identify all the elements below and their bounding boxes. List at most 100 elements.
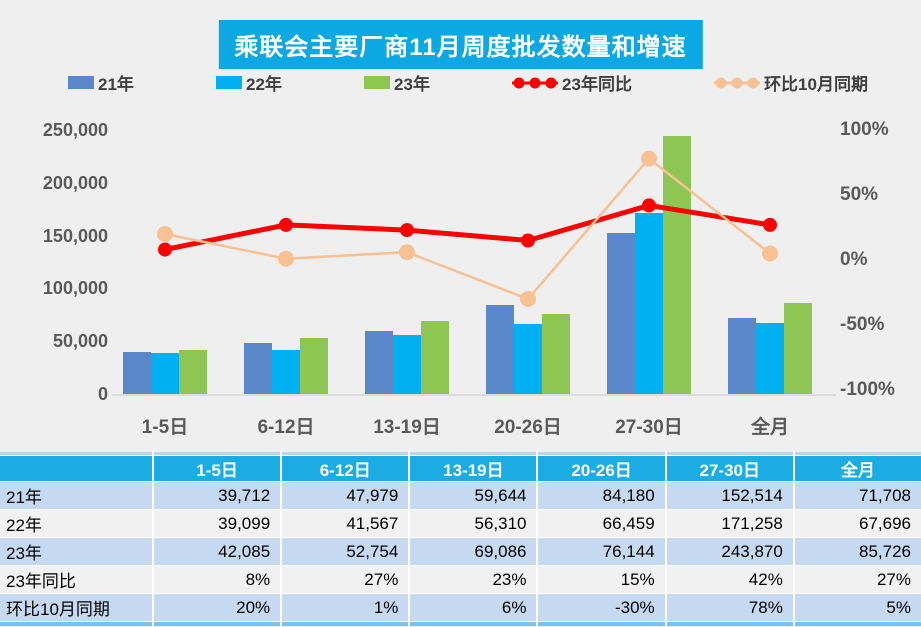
legend-item-1: 21年 xyxy=(68,70,134,95)
legend-bar-swatch xyxy=(68,76,94,89)
x-axis-label: 6-12日 xyxy=(257,417,315,438)
table-cell: 23% xyxy=(410,566,537,593)
bar-21年-20-26日 xyxy=(486,305,514,394)
table-top-border xyxy=(282,452,409,455)
x-axis-label: 全月 xyxy=(750,417,789,438)
table-cell: 27% xyxy=(794,566,921,593)
y-axis-left-tick: 100,000 xyxy=(42,278,108,299)
trend-point-23年同比-6-12日 xyxy=(279,217,293,232)
bar-21年-13-19日 xyxy=(365,331,393,394)
table-cell: 59,644 xyxy=(410,482,537,509)
table-cell: 152,514 xyxy=(666,482,793,509)
trend-lines-layer xyxy=(157,150,778,307)
legend-item-3: 23年 xyxy=(364,70,430,95)
table-top-border xyxy=(154,452,281,455)
legend-bar-swatch xyxy=(216,76,243,89)
table-cell: 42,085 xyxy=(154,538,281,565)
table-top-border xyxy=(666,452,793,455)
table-cell: 243,870 xyxy=(666,538,793,565)
legend-label: 23年 xyxy=(394,75,430,94)
table-top-border xyxy=(538,452,665,455)
trend-point-环比10月同期-1-5日 xyxy=(157,226,173,242)
y-axis-right-tick: 50% xyxy=(840,184,879,205)
bar-21年-27-30日 xyxy=(607,232,635,394)
table-cell: 52,754 xyxy=(282,538,409,565)
legend-item-2: 22年 xyxy=(216,70,282,95)
table-top-border xyxy=(0,452,152,455)
plot-area xyxy=(112,130,824,394)
table-row-label: 21年 xyxy=(0,482,152,509)
trend-point-23年同比-全月 xyxy=(763,217,777,232)
x-axis-label: 1-5日 xyxy=(141,417,189,438)
table-cell: 39,099 xyxy=(154,510,281,537)
table-cell: 27% xyxy=(282,566,409,593)
legend-bar-swatch xyxy=(364,76,391,89)
trend-point-环比10月同期-13-19日 xyxy=(399,244,415,261)
legend: 21年 22年 23年 23年同比 环比10月同期 xyxy=(68,70,868,95)
table-cell: 5% xyxy=(794,594,921,621)
table-header-cell: 27-30日 xyxy=(666,456,793,481)
bar-23年-1-5日 xyxy=(179,349,207,394)
table-cell: 171,258 xyxy=(666,510,793,537)
table-cell: 47,979 xyxy=(282,482,409,509)
table-cell: 66,459 xyxy=(538,510,665,537)
table-cell: 67,696 xyxy=(794,510,921,537)
bar-22年-27-30日 xyxy=(635,213,663,394)
bar-22年-全月 xyxy=(756,322,784,394)
table-cell: 76,144 xyxy=(538,538,665,565)
x-axis-line xyxy=(112,394,836,396)
trend-point-环比10月同期-6-12日 xyxy=(278,250,294,267)
table-bottom-border xyxy=(410,622,537,626)
bar-22年-6-12日 xyxy=(272,350,300,394)
table-header-cell: 13-19日 xyxy=(410,456,537,481)
table-bottom-border xyxy=(794,622,921,626)
table-cell: 1% xyxy=(282,594,409,621)
table-cell: 8% xyxy=(154,566,281,593)
trend-point-环比10月同期-27-30日 xyxy=(641,150,657,167)
table-cell: 20% xyxy=(154,594,281,621)
table-row-label: 23年同比 xyxy=(0,566,152,593)
table-top-border xyxy=(410,452,537,455)
table-bottom-border xyxy=(0,622,152,626)
table-bottom-border xyxy=(538,622,665,626)
table-cell: 15% xyxy=(538,566,665,593)
trend-point-23年同比-27-30日 xyxy=(642,198,656,213)
bar-22年-20-26日 xyxy=(514,323,542,394)
table-cell: 71,708 xyxy=(794,482,921,509)
table-row-label: 22年 xyxy=(0,510,152,537)
table-top-border xyxy=(794,452,921,455)
bar-23年-13-19日 xyxy=(421,321,449,394)
table-row-label: 23年 xyxy=(0,538,152,565)
chart-title: 乘联会主要厂商11月周度批发数量和增速 xyxy=(218,20,703,69)
legend-label: 环比10月同期 xyxy=(764,75,868,94)
table-cell: 69,086 xyxy=(410,538,537,565)
trend-point-23年同比-1-5日 xyxy=(158,242,172,257)
trend-point-环比10月同期-20-26日 xyxy=(520,291,536,307)
y-axis-left-tick: 150,000 xyxy=(42,225,108,246)
legend-label: 21年 xyxy=(98,75,134,94)
data-table: 1-5日 6-12日 13-19日 20-26日 27-30日 全月 21年 39,712 47… xyxy=(0,452,921,626)
y-axis-right-tick: -100% xyxy=(840,379,895,400)
bar-23年-全月 xyxy=(784,303,812,394)
bar-23年-6-12日 xyxy=(300,338,328,394)
table-cell: 84,180 xyxy=(538,482,665,509)
trend-point-23年同比-20-26日 xyxy=(521,233,535,248)
x-axis-label: 27-30日 xyxy=(615,417,683,438)
legend-label: 23年同比 xyxy=(562,75,632,94)
trend-point-环比10月同期-全月 xyxy=(762,245,778,262)
y-axis-right-tick: 100% xyxy=(840,119,889,140)
bar-22年-13-19日 xyxy=(393,334,421,394)
table-cell: -30% xyxy=(538,594,665,621)
table-bottom-border xyxy=(282,622,409,626)
y-axis-left-tick: 200,000 xyxy=(42,172,108,193)
table-header-cell: 20-26日 xyxy=(538,456,665,481)
x-axis-label: 20-26日 xyxy=(494,417,562,438)
table-cell: 56,310 xyxy=(410,510,537,537)
bar-23年-20-26日 xyxy=(542,313,570,394)
table-bottom-border xyxy=(666,622,793,626)
legend-item-4: 23年同比 xyxy=(512,70,632,95)
bar-21年-6-12日 xyxy=(244,343,272,394)
table-cell: 42% xyxy=(666,566,793,593)
trend-line-环比10月同期 xyxy=(164,156,771,301)
